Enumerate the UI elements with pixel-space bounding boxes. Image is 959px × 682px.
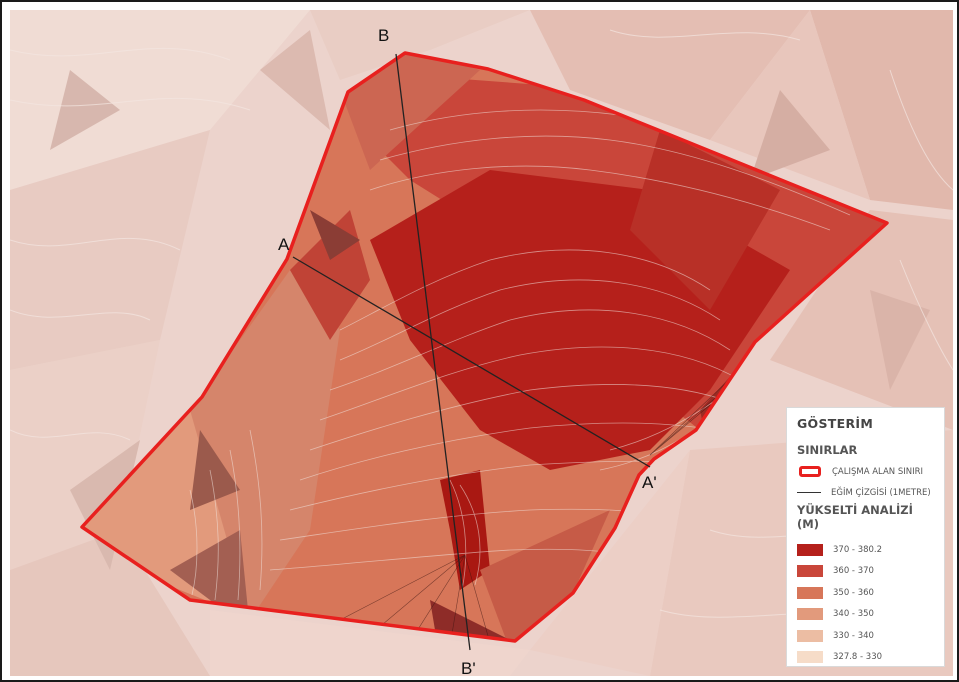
legend-slope-line-label: EĞİM ÇİZGİSİ (1METRE) (831, 487, 931, 498)
study-area-boundary (80, 51, 889, 643)
legend-elevation-item: 327.8 - 330 (797, 647, 938, 669)
elevation-swatch (797, 651, 823, 664)
legend-boundary-label: ÇALIŞMA ALAN SINIRI (832, 466, 924, 477)
elevation-class-label: 360 - 370 (833, 566, 874, 577)
boundary-swatch-icon (799, 466, 821, 477)
legend-slope-line-item: EĞİM ÇİZGİSİ (1METRE) (797, 482, 938, 503)
legend-boundary-item: ÇALIŞMA ALAN SINIRI (797, 461, 938, 482)
label-b-start: B (378, 26, 389, 45)
map-canvas[interactable]: A A' B B' (10, 10, 953, 676)
legend-elevation-item: 370 - 380.2 (797, 539, 938, 561)
legend-elevation-item: 360 - 370 (797, 561, 938, 583)
label-a-start: A (278, 235, 290, 254)
elevation-swatch (797, 543, 823, 556)
legend-boundaries-title: SINIRLAR (797, 443, 858, 457)
section-line-a (292, 256, 651, 468)
label-b-end: B' (461, 659, 476, 676)
slope-line-swatch-icon (797, 492, 821, 493)
legend-elevation-item: 340 - 350 (797, 604, 938, 626)
legend-panel: GÖSTERİM SINIRLAR ÇALIŞMA ALAN SINIRI EĞ… (786, 407, 945, 667)
elevation-swatch (797, 629, 823, 642)
elevation-class-label: 330 - 340 (833, 630, 874, 641)
elevation-class-label: 340 - 350 (833, 609, 874, 620)
label-a-end: A' (642, 473, 657, 492)
legend-elevation-title: YÜKSELTİ ANALİZİ (M) (797, 503, 913, 531)
legend-elevation-item: 350 - 360 (797, 582, 938, 604)
elevation-swatch (797, 586, 823, 599)
elevation-class-label: 370 - 380.2 (833, 544, 883, 555)
elevation-swatch (797, 608, 823, 621)
elevation-class-label: 350 - 360 (833, 587, 874, 598)
elevation-class-label: 327.8 - 330 (833, 652, 883, 663)
elevation-map[interactable]: A A' B B' (10, 10, 953, 676)
legend-title: GÖSTERİM (797, 416, 874, 431)
elevation-swatch (797, 565, 823, 578)
legend-elevation-item: 330 - 340 (797, 625, 938, 647)
section-line-b (395, 53, 471, 651)
